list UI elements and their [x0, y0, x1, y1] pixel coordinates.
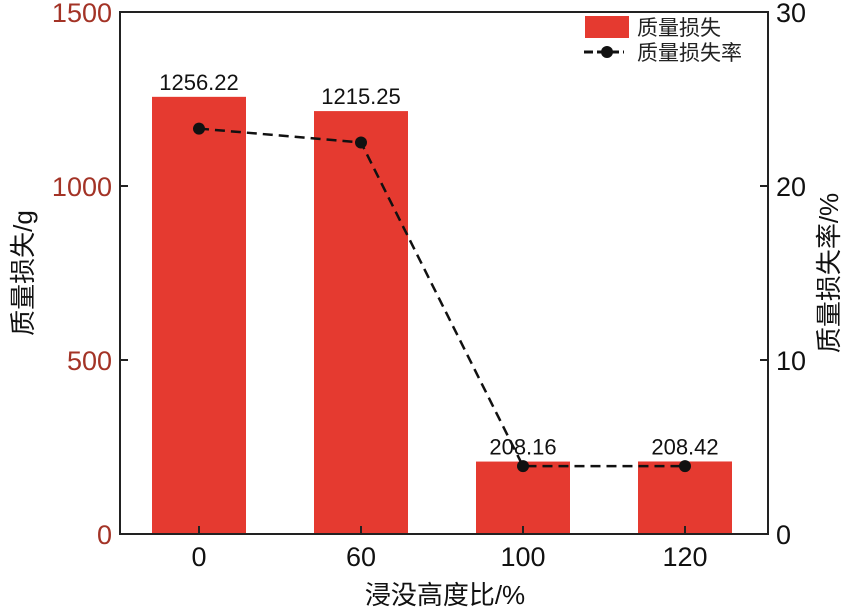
y-tick-label: 1500: [52, 0, 112, 28]
bar-60: [314, 111, 408, 534]
rate-point-0: [193, 122, 205, 135]
bar-data-label: 208.42: [651, 434, 718, 459]
x-tick-label: 120: [662, 542, 707, 572]
rate-point-120: [679, 460, 691, 473]
bar-data-label: 1256.22: [159, 70, 239, 95]
rate-line: [198, 127, 685, 468]
legend-line-marker: [601, 46, 613, 58]
legend: 质量损失 质量损失率: [584, 16, 742, 65]
legend-line-label: 质量损失率: [637, 42, 742, 65]
x-tick-label: 0: [191, 542, 206, 572]
x-tick-label: 60: [346, 542, 376, 572]
y2-tick-label: 0: [776, 520, 791, 550]
rate-point-60: [355, 136, 367, 149]
y2-tick-label: 10: [776, 346, 806, 376]
bar-data-label: 1215.25: [321, 84, 401, 109]
x-tick-label: 100: [500, 542, 545, 572]
legend-bar-swatch: [585, 16, 629, 38]
y-tick-label: 0: [97, 520, 112, 550]
y2-tick-label: 30: [776, 0, 806, 28]
y-axis-label: 质量损失/g: [8, 210, 38, 336]
bar-0: [152, 96, 246, 534]
bar-data-label: 208.16: [489, 435, 556, 460]
y-tick-label: 500: [67, 346, 112, 376]
x-axis-label: 浸没高度比/%: [365, 580, 525, 610]
legend-bar-label: 质量损失: [637, 17, 721, 40]
rate-point-100: [517, 460, 529, 473]
bar-100: [476, 461, 570, 534]
bar-120: [638, 461, 732, 534]
y-tick-label: 1000: [52, 172, 112, 202]
plot-frame: [119, 11, 769, 535]
y2-tick-label: 20: [776, 172, 806, 202]
y2-axis-label: 质量损失率/%: [814, 193, 844, 353]
